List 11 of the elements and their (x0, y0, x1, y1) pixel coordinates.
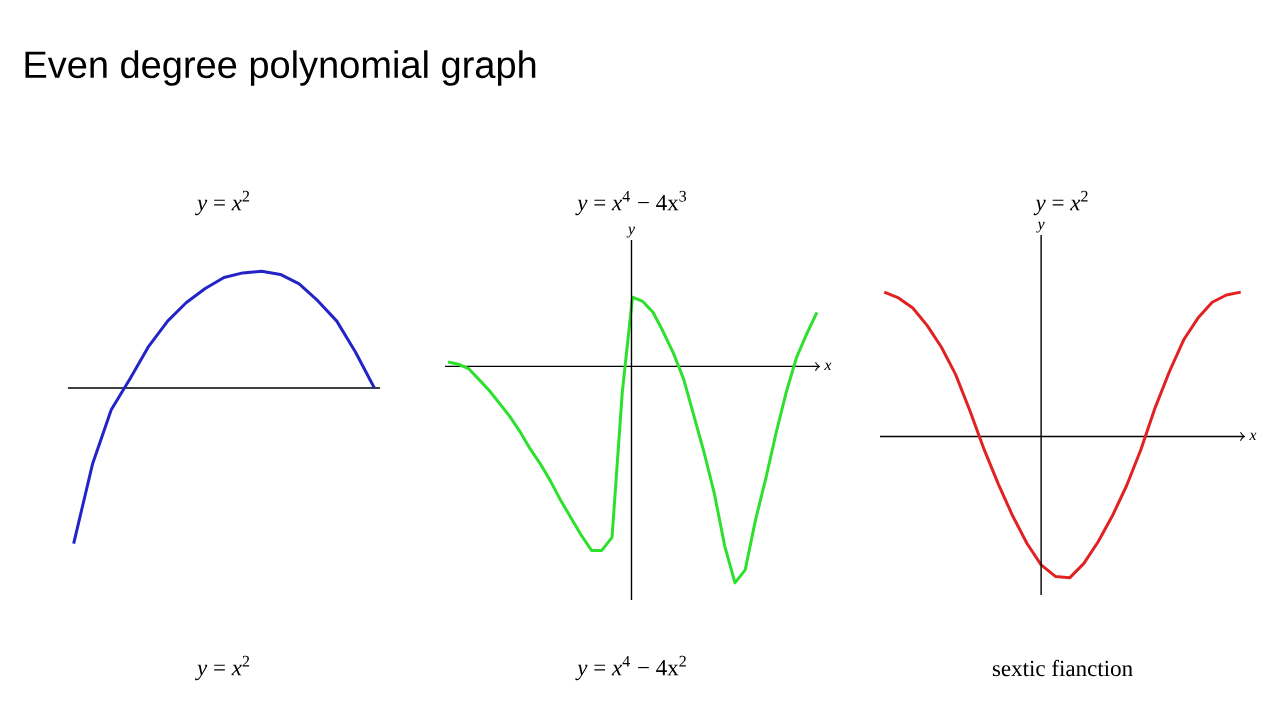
text: y = x$^{2}$ (195, 655, 250, 681)
chart-title: y = x$^{2}$ (1033, 190, 1088, 216)
x-axis-title: x (824, 362, 832, 371)
chart-subtitle: y = x$^{2}$ (195, 190, 250, 216)
text: sextic fianction (992, 659, 1133, 677)
y-axis-title: y (626, 226, 636, 238)
chart-title: Even degree polynomial graph (25, 50, 536, 86)
chart-title: y = x$^{4}$ − 4x$^{3}$ (575, 190, 687, 216)
y-axis-title: y (1036, 221, 1045, 233)
x-axis-title: x (1249, 432, 1257, 441)
text: y = x$^{4}$ − 4x$^{2}$ (575, 655, 686, 681)
